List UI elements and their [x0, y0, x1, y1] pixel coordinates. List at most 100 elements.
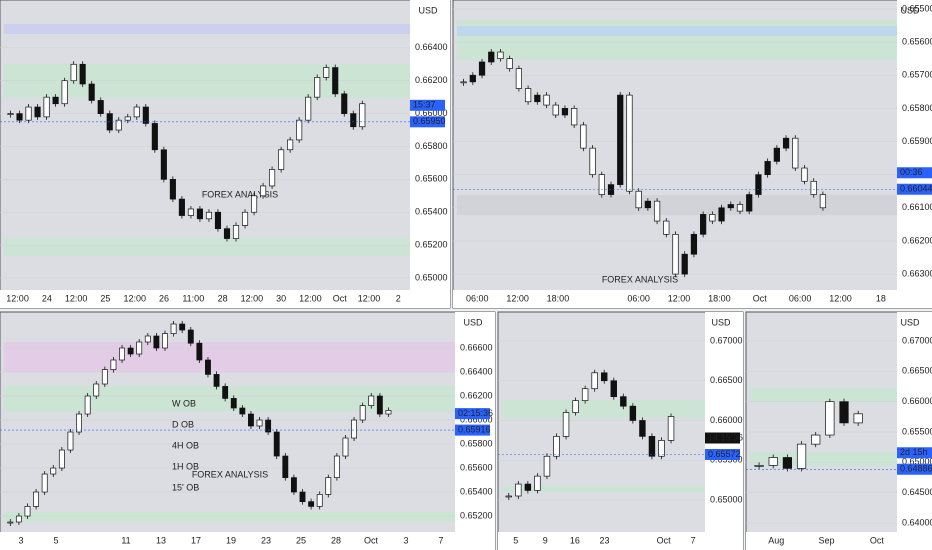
candle [368, 395, 375, 406]
y-tick-label: 0.64000 [902, 517, 932, 527]
x-tick-label: 13 [156, 535, 166, 545]
candle [601, 372, 608, 382]
candle [460, 81, 467, 84]
candle [43, 96, 50, 118]
price-tag [455, 424, 490, 436]
x-tick-label: 06:00 [466, 293, 489, 303]
price-tag-label: 0.65572 [708, 449, 741, 459]
candle [782, 457, 792, 469]
panel-background [0, 0, 451, 309]
y-tick-label: 0.66600 [460, 342, 493, 352]
candle [718, 207, 725, 222]
countdown-tag [410, 99, 445, 111]
y-tick-label: 0.66000 [902, 396, 932, 406]
candle [853, 413, 863, 424]
price-axis [455, 312, 495, 532]
countdown-tag [705, 432, 740, 444]
x-tick-label: 3 [18, 535, 23, 545]
y-tick-label: 0.65500 [902, 3, 932, 13]
y-tick-label: 0.65800 [902, 103, 932, 113]
chart-panel: 0.66400 0.66200 0.66000 0.65800 0.65600 0.654… [0, 0, 451, 309]
watermark: FOREX ANALYSIS [602, 274, 678, 284]
chart-panel: 0.66600 0.66400 0.66200 0.66000 0.65800 0.656… [0, 311, 496, 550]
y-tick-label: 0.65000 [415, 272, 448, 282]
candle [323, 67, 330, 78]
candle [524, 88, 532, 103]
candle [84, 395, 91, 415]
y-tick-label: 0.67000 [902, 335, 932, 345]
candle [67, 431, 74, 451]
x-tick-label: 12:00 [65, 293, 88, 303]
candle [589, 147, 596, 176]
candle [515, 483, 522, 497]
y-tick-label: 0.67000 [710, 335, 743, 345]
candle [639, 420, 646, 437]
candle [187, 208, 194, 216]
candle [196, 208, 203, 220]
candle [97, 100, 104, 114]
candle [232, 225, 240, 239]
candle [534, 94, 541, 103]
candle [825, 401, 835, 436]
countdown: 02:15:36 [458, 408, 493, 418]
candle [727, 204, 734, 209]
x-tick-label: 18:00 [708, 293, 731, 303]
candle [33, 491, 40, 507]
candle [241, 211, 249, 226]
candle [746, 194, 753, 212]
candle [151, 123, 158, 151]
price-axis [705, 312, 743, 532]
candle [796, 443, 807, 469]
price-tag-label: 0.65916 [458, 424, 491, 434]
candle [115, 119, 122, 131]
candle [222, 386, 229, 399]
candle [160, 149, 167, 180]
candle [296, 119, 303, 141]
candle [553, 436, 560, 457]
candle [162, 333, 168, 349]
candle [178, 198, 185, 216]
candle [469, 74, 476, 83]
price-tag [897, 463, 932, 475]
candle [342, 437, 349, 457]
candle [620, 396, 627, 407]
candle [25, 106, 32, 121]
x-tick-label: 24 [42, 293, 52, 303]
candle [667, 416, 675, 441]
candle [196, 342, 203, 361]
candle [93, 383, 100, 397]
x-tick-label: 9 [543, 535, 548, 545]
candle [273, 431, 280, 457]
candle [580, 124, 587, 149]
candle [562, 412, 570, 437]
candle [543, 94, 550, 106]
x-tick-label: 25 [296, 535, 306, 545]
y-tick-label: 0.65400 [415, 207, 448, 217]
candle [50, 467, 57, 475]
candle [15, 515, 22, 523]
y-tick-label: 0.66200 [902, 235, 932, 245]
countdown: 00:36 [900, 167, 923, 177]
price-tag-label: 0.66044 [900, 184, 932, 194]
candle [127, 347, 134, 355]
candle [819, 194, 827, 209]
candle [278, 149, 285, 170]
price-tag [705, 449, 740, 461]
candle [497, 51, 504, 60]
x-tick-label: Oct [364, 535, 379, 545]
countdown-tag [897, 447, 932, 459]
zone [4, 386, 455, 412]
candle [376, 395, 383, 415]
y-tick-label: 0.65600 [902, 36, 932, 46]
y-tick-label: 0.66000 [710, 415, 743, 425]
candle [658, 440, 665, 457]
candle [282, 455, 289, 478]
candle [700, 214, 707, 235]
x-tick-label: 12:00 [299, 293, 322, 303]
y-tick-label: 0.65600 [460, 462, 493, 472]
candle [773, 147, 780, 162]
candle [170, 323, 177, 334]
x-tick-label: 12:00 [241, 293, 264, 303]
candle [153, 335, 160, 349]
